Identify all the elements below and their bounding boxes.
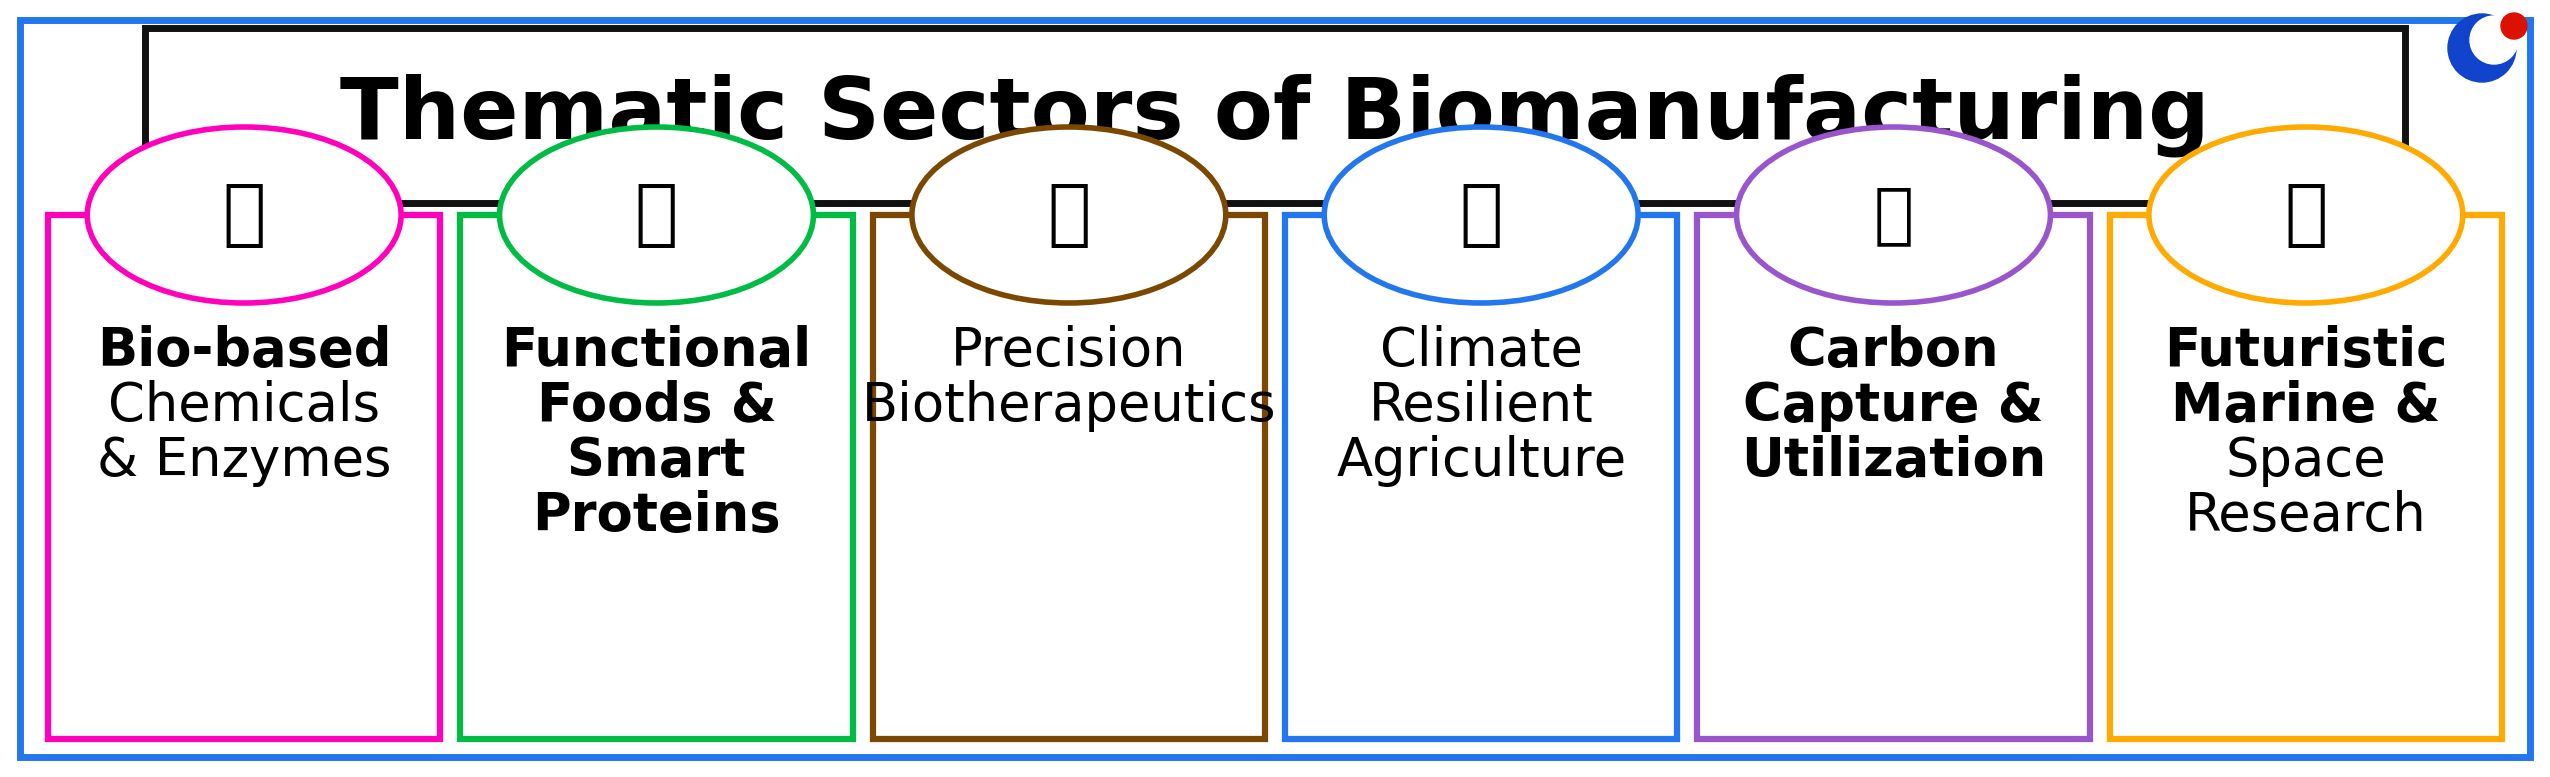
Circle shape bbox=[2471, 16, 2517, 64]
Text: Futuristic: Futuristic bbox=[2165, 325, 2448, 377]
Text: Marine &: Marine & bbox=[2170, 380, 2440, 432]
Text: 🏭: 🏭 bbox=[1874, 182, 1912, 248]
Circle shape bbox=[2448, 14, 2517, 82]
Ellipse shape bbox=[1737, 127, 2050, 303]
Text: Climate: Climate bbox=[1380, 325, 1584, 377]
Text: Functional: Functional bbox=[502, 325, 811, 377]
FancyBboxPatch shape bbox=[2109, 215, 2502, 739]
Text: Thematic Sectors of Biomanufacturing: Thematic Sectors of Biomanufacturing bbox=[339, 74, 2211, 157]
Text: Resilient: Resilient bbox=[1369, 380, 1594, 432]
Text: Agriculture: Agriculture bbox=[1336, 435, 1627, 487]
Text: Precision: Precision bbox=[951, 325, 1186, 377]
Circle shape bbox=[2502, 13, 2527, 39]
FancyBboxPatch shape bbox=[48, 215, 441, 739]
Text: Space: Space bbox=[2226, 435, 2387, 487]
Text: & Enzymes: & Enzymes bbox=[97, 435, 390, 487]
Ellipse shape bbox=[913, 127, 1227, 303]
FancyBboxPatch shape bbox=[1698, 215, 2088, 739]
Text: Proteins: Proteins bbox=[533, 490, 780, 542]
Ellipse shape bbox=[1323, 127, 1637, 303]
Text: Bio-based: Bio-based bbox=[97, 325, 390, 377]
Ellipse shape bbox=[500, 127, 813, 303]
Text: Utilization: Utilization bbox=[1742, 435, 2045, 487]
Text: 🔭: 🔭 bbox=[2285, 180, 2328, 249]
Text: 🥫: 🥫 bbox=[635, 180, 678, 249]
Text: Biotherapeutics: Biotherapeutics bbox=[862, 380, 1275, 432]
FancyBboxPatch shape bbox=[1285, 215, 1678, 739]
Text: Foods &: Foods & bbox=[536, 380, 775, 432]
Text: Carbon: Carbon bbox=[1788, 325, 1999, 377]
Text: Chemicals: Chemicals bbox=[107, 380, 380, 432]
FancyBboxPatch shape bbox=[872, 215, 1265, 739]
Text: Capture &: Capture & bbox=[1744, 380, 2043, 432]
Text: 🦠: 🦠 bbox=[1048, 180, 1091, 249]
Text: Research: Research bbox=[2185, 490, 2428, 542]
FancyBboxPatch shape bbox=[145, 28, 2405, 203]
Text: 🧪: 🧪 bbox=[222, 180, 265, 249]
Text: 🌱: 🌱 bbox=[1459, 180, 1502, 249]
FancyBboxPatch shape bbox=[462, 215, 852, 739]
Ellipse shape bbox=[87, 127, 400, 303]
Text: Smart: Smart bbox=[566, 435, 747, 487]
Ellipse shape bbox=[2150, 127, 2463, 303]
